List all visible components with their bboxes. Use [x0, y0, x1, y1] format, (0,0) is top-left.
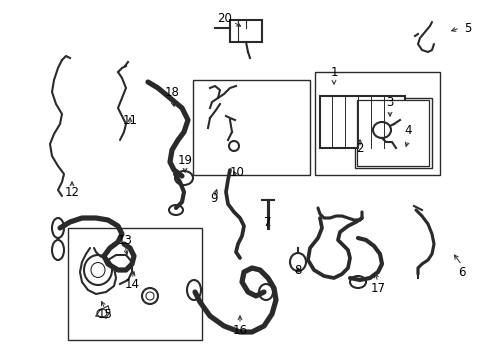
Ellipse shape: [259, 284, 273, 300]
Bar: [193, 80, 310, 175]
Bar: [315, 72, 440, 175]
Ellipse shape: [84, 255, 112, 285]
Text: 15: 15: [98, 309, 112, 321]
Text: 14: 14: [124, 279, 140, 292]
Ellipse shape: [290, 253, 306, 271]
Ellipse shape: [146, 292, 154, 300]
Text: 10: 10: [229, 166, 245, 179]
Bar: [357, 100, 429, 166]
Bar: [355, 98, 432, 168]
Text: 8: 8: [294, 264, 302, 276]
Text: 16: 16: [232, 324, 247, 337]
Text: 18: 18: [165, 85, 179, 99]
Ellipse shape: [52, 218, 64, 238]
Ellipse shape: [350, 276, 366, 288]
Ellipse shape: [229, 141, 239, 151]
Text: 1: 1: [330, 66, 338, 78]
Text: 3: 3: [386, 95, 393, 108]
Ellipse shape: [187, 280, 201, 300]
Bar: [320, 96, 405, 148]
Ellipse shape: [52, 240, 64, 260]
Ellipse shape: [142, 288, 158, 304]
Text: 13: 13: [118, 234, 132, 247]
Ellipse shape: [175, 171, 193, 185]
Text: 11: 11: [122, 113, 138, 126]
Text: 17: 17: [370, 282, 386, 294]
Text: 6: 6: [458, 266, 466, 279]
Ellipse shape: [373, 122, 391, 138]
Bar: [230, 20, 262, 42]
Text: 12: 12: [65, 185, 79, 198]
Text: 2: 2: [356, 141, 364, 154]
Ellipse shape: [97, 309, 107, 317]
Text: 20: 20: [218, 12, 232, 24]
Text: 7: 7: [264, 216, 272, 229]
Text: 9: 9: [210, 192, 218, 204]
Bar: [68, 228, 202, 340]
Text: 19: 19: [177, 153, 193, 166]
Ellipse shape: [91, 262, 105, 278]
Ellipse shape: [169, 205, 183, 215]
Text: 4: 4: [404, 123, 412, 136]
Text: 5: 5: [465, 22, 472, 35]
